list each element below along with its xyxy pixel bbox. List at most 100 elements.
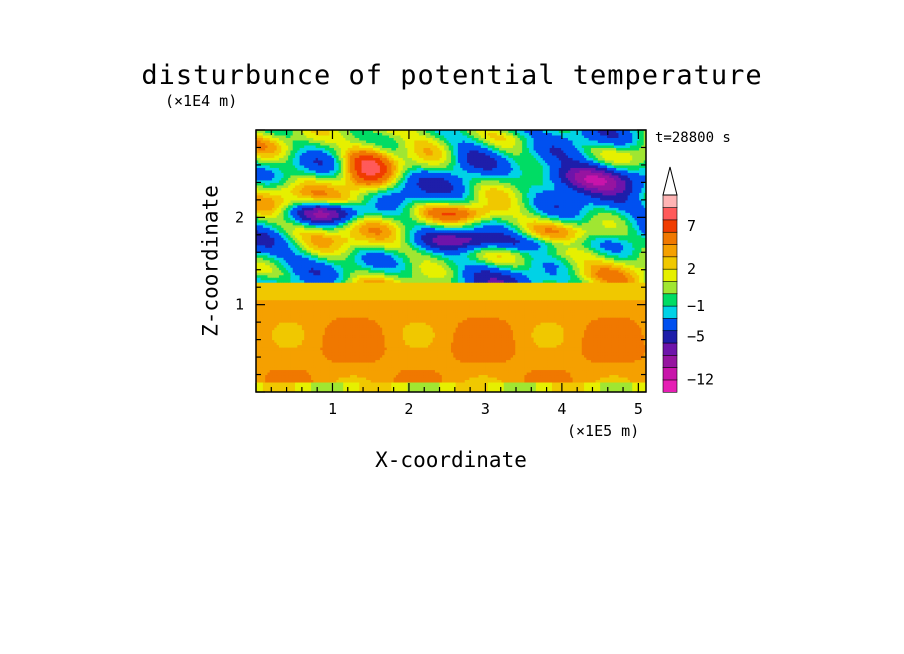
contour-cell — [485, 377, 489, 381]
contour-cell — [494, 374, 498, 378]
contour-cell — [471, 357, 475, 361]
contour-cell — [361, 374, 365, 378]
contour-cell — [421, 374, 424, 378]
contour-cell — [281, 357, 285, 361]
contour-cell — [607, 384, 610, 388]
contour-cell — [428, 364, 431, 368]
contour-cell — [496, 364, 500, 368]
contour-cell — [418, 364, 422, 368]
contour-cell — [517, 369, 521, 373]
contour-cell — [616, 354, 619, 358]
contour-cell — [373, 364, 376, 368]
contour-cell — [414, 362, 418, 366]
contour-cell — [595, 369, 599, 373]
contour-cell — [448, 367, 452, 371]
contour-cell — [407, 357, 411, 361]
contour-cell — [428, 379, 431, 383]
contour-cell — [285, 382, 289, 386]
contour-cell — [512, 374, 516, 378]
contour-cell — [262, 374, 266, 378]
contour-cell — [292, 354, 296, 358]
contour-cell — [412, 357, 415, 361]
contour-cell — [586, 379, 590, 383]
contour-cell — [398, 372, 402, 376]
contour-cell — [343, 364, 346, 368]
contour-cell — [492, 389, 496, 393]
contour-cell — [515, 369, 519, 373]
contour-cell — [356, 359, 360, 363]
contour-cell — [476, 389, 480, 393]
contour-cell — [329, 357, 333, 361]
contour-cell — [547, 354, 551, 358]
contour-cell — [499, 384, 502, 388]
contour-cell — [363, 372, 367, 376]
contour-cell — [407, 359, 411, 363]
contour-cell — [451, 364, 454, 368]
contour-cell — [414, 367, 418, 371]
contour-cell — [340, 349, 344, 353]
contour-cell — [425, 369, 429, 373]
contour-cell — [405, 354, 408, 358]
contour-cell — [572, 369, 576, 373]
contour-cell — [499, 379, 502, 383]
contour-cell — [340, 389, 344, 393]
contour-cell — [579, 352, 583, 356]
contour-cell — [361, 367, 365, 371]
contour-cell — [551, 389, 555, 393]
contour-cell — [496, 369, 500, 373]
contour-cell — [444, 367, 447, 371]
contour-cell — [297, 352, 301, 356]
contour-cell — [444, 372, 447, 376]
contour-cell — [377, 367, 381, 371]
contour-cell — [345, 384, 349, 388]
contour-cell — [283, 377, 287, 381]
contour-cell — [352, 389, 356, 393]
contour-cell — [274, 359, 278, 363]
contour-cell — [487, 384, 491, 388]
contour-cell — [593, 364, 597, 368]
contour-cell — [519, 362, 523, 366]
contour-cell — [354, 359, 358, 363]
contour-cell — [272, 367, 275, 371]
contour-cell — [588, 352, 592, 356]
contour-cell — [632, 357, 636, 361]
contour-cell — [412, 379, 415, 383]
contour-cell — [547, 357, 551, 361]
contour-cell — [377, 362, 381, 366]
contour-cell — [391, 349, 395, 353]
contour-cell — [311, 384, 314, 388]
contour-cell — [510, 389, 514, 393]
contour-cell — [428, 354, 431, 358]
contour-cell — [535, 382, 539, 386]
contour-cell — [324, 384, 328, 388]
contour-cell — [320, 387, 324, 391]
contour-cell — [593, 377, 597, 381]
contour-cell — [304, 382, 307, 386]
contour-cell — [377, 354, 381, 358]
contour-cell — [301, 357, 305, 361]
contour-cell — [299, 377, 303, 381]
contour-cell — [350, 387, 353, 391]
contour-cell — [593, 372, 597, 376]
contour-cell — [409, 389, 413, 393]
contour-cell — [620, 379, 624, 383]
contour-cell — [400, 384, 404, 388]
contour-cell — [386, 352, 390, 356]
contour-cell — [490, 364, 493, 368]
contour-cell — [542, 379, 546, 383]
contour-cell — [391, 374, 395, 378]
contour-cell — [627, 382, 631, 386]
contour-cell — [487, 357, 491, 361]
contour-cell — [441, 367, 445, 371]
contour-cell — [597, 374, 601, 378]
contour-cell — [441, 384, 445, 388]
contour-cell — [469, 354, 473, 358]
contour-cell — [363, 379, 367, 383]
contour-cell — [629, 384, 633, 388]
contour-cell — [473, 369, 477, 373]
contour-cell — [418, 372, 422, 376]
contour-cell — [501, 387, 505, 391]
contour-cell — [588, 357, 592, 361]
contour-cell — [467, 354, 470, 358]
contour-cell — [345, 382, 349, 386]
